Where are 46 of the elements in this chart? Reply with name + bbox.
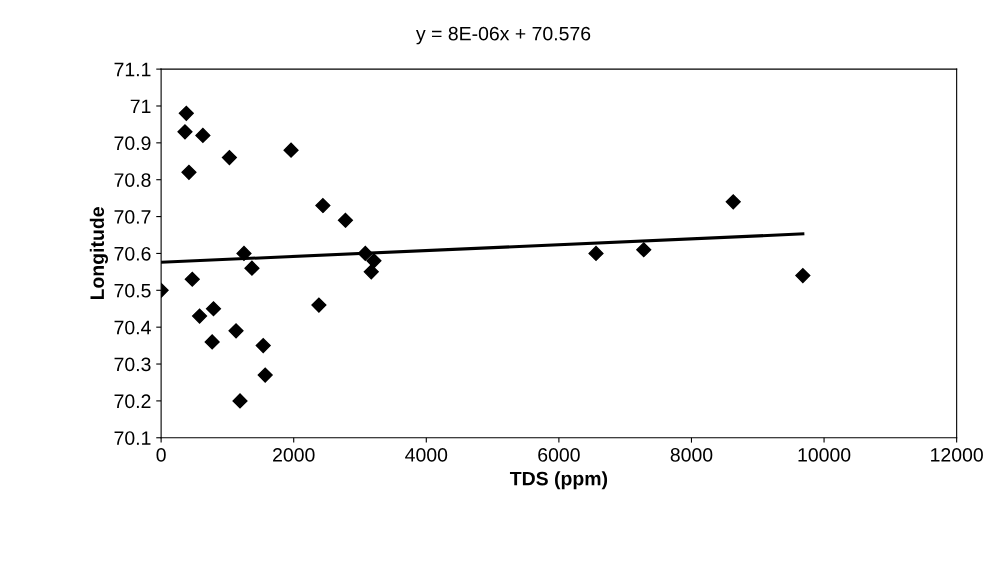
point bbox=[192, 308, 208, 324]
point bbox=[363, 264, 379, 280]
y-tick-label: 70.4 bbox=[114, 320, 151, 335]
x-tick-label: 8000 bbox=[670, 448, 713, 462]
y-tick-label: 70.2 bbox=[114, 394, 151, 409]
point bbox=[636, 242, 652, 258]
point bbox=[195, 127, 211, 144]
point bbox=[205, 301, 222, 317]
point bbox=[795, 267, 811, 284]
y-tick-label: 70.7 bbox=[114, 210, 151, 224]
point bbox=[366, 253, 382, 269]
x-tick-label: 2000 bbox=[273, 448, 315, 462]
point bbox=[257, 367, 273, 383]
point bbox=[204, 334, 220, 350]
point bbox=[177, 124, 193, 140]
point bbox=[311, 297, 327, 313]
point bbox=[283, 142, 299, 158]
y-tick-label: 71.1 bbox=[114, 62, 151, 77]
y-axis-title: Longitude bbox=[89, 207, 108, 300]
text: y = 8E-06x + 70.576 bbox=[415, 26, 591, 45]
point bbox=[337, 212, 353, 228]
x-tick-label: 0 bbox=[156, 448, 166, 462]
point bbox=[232, 393, 248, 409]
x-tick-label: 6000 bbox=[538, 448, 580, 462]
x-axis-title: TDS (ppm) bbox=[509, 471, 608, 490]
point bbox=[221, 150, 237, 166]
point bbox=[236, 245, 252, 262]
x-tick-label: 12000 bbox=[931, 448, 983, 462]
point bbox=[315, 197, 331, 214]
point bbox=[184, 271, 200, 287]
point bbox=[244, 260, 260, 276]
point bbox=[228, 323, 244, 339]
point bbox=[255, 338, 271, 354]
point bbox=[725, 194, 741, 210]
x-tick-label: 4000 bbox=[405, 448, 448, 462]
point bbox=[588, 245, 604, 262]
y-tick-label: 70.6 bbox=[114, 246, 151, 261]
y-tick-label: 70.9 bbox=[114, 136, 151, 151]
point bbox=[178, 105, 194, 121]
x-tick-label: 10000 bbox=[798, 448, 851, 462]
y-tick-label: 70.1 bbox=[114, 431, 151, 445]
y-tick-label: 70.5 bbox=[114, 283, 151, 298]
y-tick-label: 70.3 bbox=[114, 357, 151, 372]
y-tick-label: 71 bbox=[130, 99, 151, 114]
point bbox=[181, 164, 197, 180]
y-tick-label: 70.8 bbox=[114, 173, 151, 187]
